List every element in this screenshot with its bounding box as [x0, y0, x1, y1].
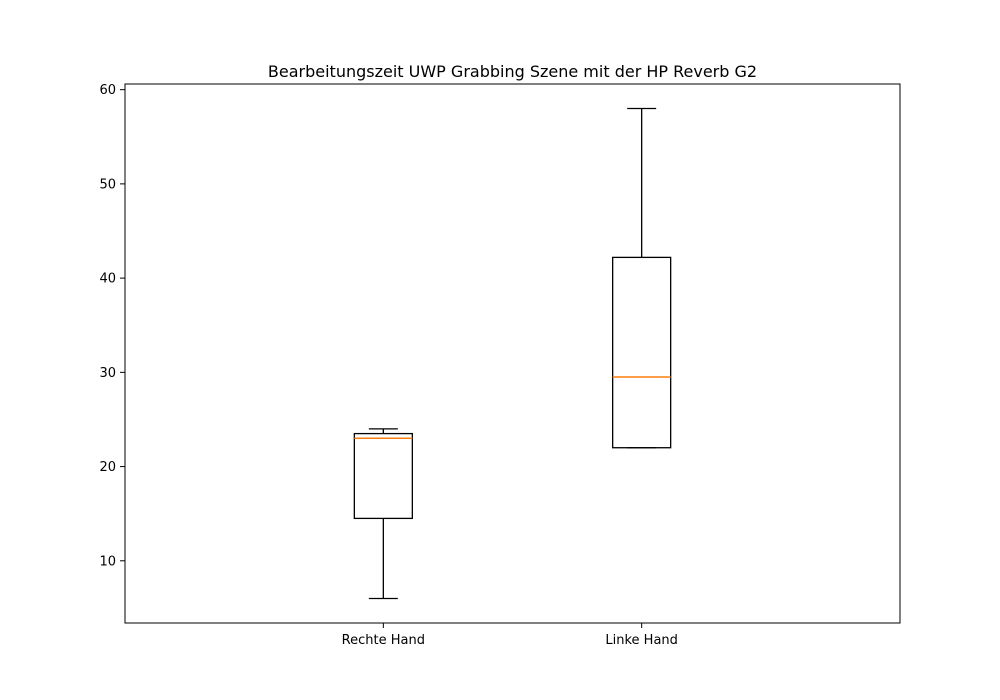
plot-area: [124, 83, 901, 624]
y-tick-label: 60: [99, 83, 116, 98]
box-group: [353, 428, 413, 600]
box-iqr: [612, 256, 672, 449]
box-iqr: [353, 432, 413, 520]
box-group: [612, 107, 672, 449]
y-tick-label: 20: [99, 460, 116, 475]
y-axis: 10 20 30 40 50 60: [99, 83, 125, 569]
x-tick-label: Linke Hand: [605, 633, 678, 648]
x-tick-label: Rechte Hand: [342, 633, 425, 648]
chart-title: Bearbeitungszeit UWP Grabbing Szene mit …: [268, 62, 757, 81]
y-tick-label: 30: [99, 366, 116, 381]
plot-frame: [124, 83, 901, 624]
y-tick-label: 50: [99, 177, 116, 192]
y-tick-label: 40: [99, 272, 116, 287]
x-axis: Rechte Hand Linke Hand: [342, 623, 678, 648]
y-tick-label: 10: [99, 554, 116, 569]
